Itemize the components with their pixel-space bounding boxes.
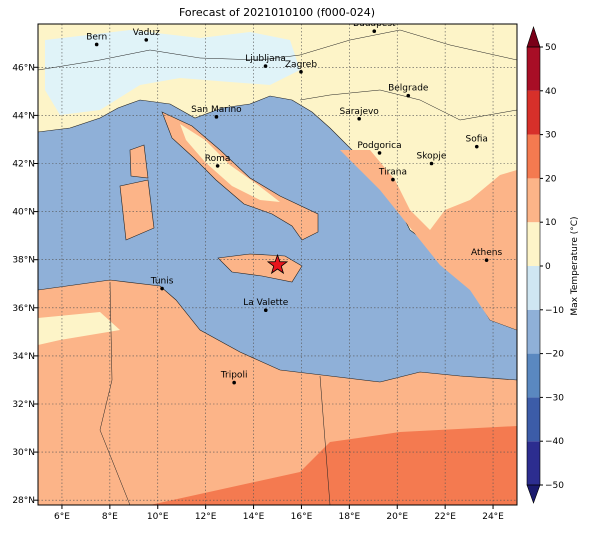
y-tick-label: 38°N: [12, 256, 35, 266]
city-label: Sofia: [466, 135, 488, 145]
map-title: Forecast of 2021010100 (f000-024): [179, 6, 375, 19]
city-label: San Marino: [191, 105, 242, 115]
colorbar-tick-label: 50: [545, 43, 557, 53]
colorbar-tick-label: 10: [545, 218, 557, 228]
city-label: La Valette: [243, 298, 288, 308]
x-tick-label: 14°E: [243, 512, 265, 522]
city-dot: [263, 308, 268, 312]
city-dot: [94, 42, 99, 47]
border: [99, 281, 131, 505]
corsica: [129, 144, 149, 179]
colorbar-band: [527, 353, 540, 398]
city-dot: [263, 64, 268, 68]
border: [319, 375, 331, 505]
italy-inland: [180, 124, 280, 202]
y-tick-label: 36°N: [12, 304, 35, 314]
sicily: [217, 253, 303, 283]
colorbar-band: [527, 309, 540, 354]
y-tick-label: 32°N: [12, 400, 35, 410]
city-dot: [357, 116, 361, 121]
colorbar-band: [527, 134, 540, 179]
x-tick-label: 10°E: [147, 512, 169, 522]
city-dot: [406, 93, 411, 98]
city-label: Tirana: [378, 168, 407, 178]
y-tick-label: 46°N: [12, 63, 35, 73]
y-tick-label: 28°N: [12, 496, 35, 506]
city-dot: [372, 29, 377, 34]
colorbar-band: [527, 90, 540, 135]
city-dot: [391, 177, 395, 182]
location-star: [266, 253, 289, 275]
city-dot: [484, 258, 489, 262]
x-tick-label: 24°E: [482, 512, 504, 522]
city-label: Tunis: [150, 277, 174, 287]
colorbar-band: [527, 441, 540, 485]
y-tick-label: 42°N: [12, 159, 35, 169]
city-label: Athens: [471, 248, 502, 258]
x-tick-label: 12°E: [195, 512, 217, 522]
colorbar-band: [527, 178, 540, 223]
x-tick-label: 22°E: [434, 512, 456, 522]
africa-warm: [150, 426, 517, 505]
x-tick-label: 18°E: [339, 512, 361, 522]
alps-cold: [45, 30, 300, 115]
city-label: Vaduz: [133, 28, 160, 38]
colorbar-tick-label: −30: [545, 393, 564, 403]
city-label: Bern: [86, 32, 107, 42]
colorbar-band: [527, 222, 540, 266]
colorbar-tick-label: −40: [545, 437, 564, 447]
colorbar-over: [526, 26, 541, 48]
border: [299, 89, 517, 121]
city-dot: [474, 144, 479, 149]
y-tick-label: 30°N: [12, 448, 35, 458]
colorbar-tick-label: 0: [545, 262, 551, 272]
colorbar-label: Max Temperature (°C): [570, 216, 580, 315]
city-label: Roma: [205, 154, 231, 164]
city-label: Budapest: [353, 19, 396, 29]
city-label: Skopje: [417, 151, 447, 161]
city-label: Podgorica: [357, 141, 401, 151]
y-tick-label: 40°N: [12, 208, 35, 218]
map-frame: [37, 23, 518, 506]
colorbar-under: [526, 484, 541, 504]
colorbar-tick-label: −50: [545, 481, 564, 491]
city-dot: [144, 38, 149, 42]
city-dot: [214, 115, 219, 119]
colorbar-band: [527, 47, 540, 91]
x-tick-label: 16°E: [291, 512, 313, 522]
x-tick-label: 8°E: [102, 512, 118, 522]
colorbar-tick-label: 20: [545, 174, 557, 184]
city-dot: [377, 151, 382, 155]
city-label: Tripoli: [220, 371, 248, 381]
city-dot: [299, 70, 303, 74]
africa-mild: [38, 312, 120, 345]
colorbar-band: [527, 266, 540, 310]
city-label: Belgrade: [388, 84, 429, 94]
sardinia: [119, 179, 155, 241]
balkan-coast: [340, 150, 517, 330]
city-dot: [429, 161, 434, 166]
city-label: Zagreb: [285, 60, 317, 70]
city-dot: [215, 164, 220, 168]
x-tick-label: 6°E: [54, 512, 70, 522]
y-tick-label: 34°N: [12, 352, 35, 362]
colorbar-tick-label: 30: [545, 131, 557, 141]
city-dot: [160, 286, 164, 291]
colorbar-tick-label: 40: [545, 87, 557, 97]
x-tick-label: 20°E: [386, 512, 408, 522]
border: [38, 29, 517, 71]
city-label: Sarajevo: [340, 107, 380, 117]
colorbar-tick-label: −10: [545, 306, 564, 316]
y-tick-label: 44°N: [12, 111, 35, 121]
city-dot: [232, 380, 236, 385]
colorbar-band: [527, 397, 540, 442]
colorbar-tick-label: −20: [545, 350, 564, 360]
city-label: Ljubljana: [245, 54, 286, 64]
